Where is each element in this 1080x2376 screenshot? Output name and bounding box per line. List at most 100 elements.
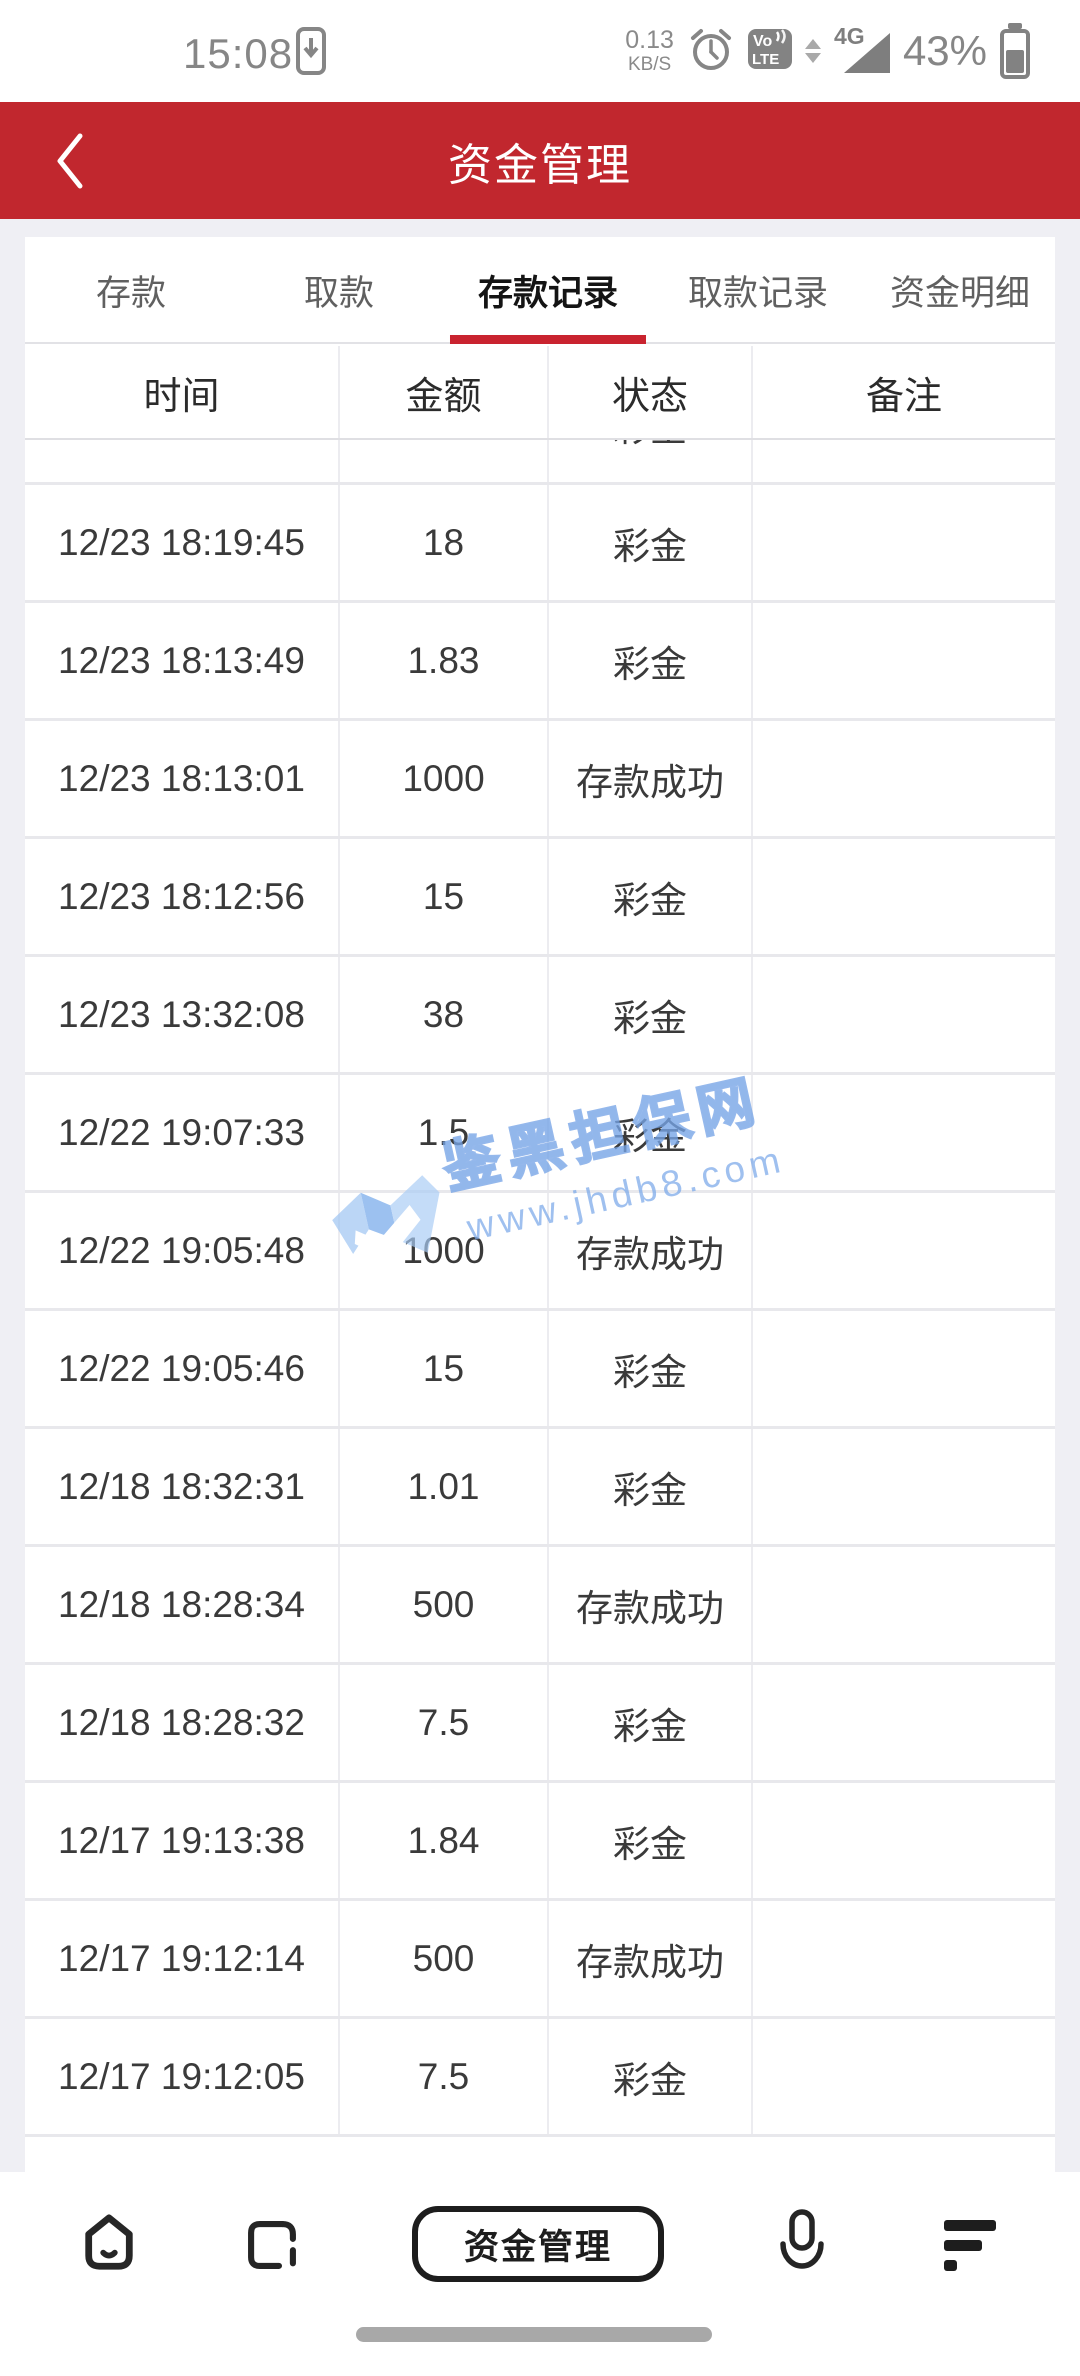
tab-3[interactable]: 取款记录 (660, 237, 856, 344)
chevron-left-icon (57, 133, 83, 189)
cell-status: 存款成功 (549, 1547, 753, 1662)
table-row-1: 12/23 18:19:45 18 彩金 (25, 485, 1055, 603)
table-header: 时间 金额 状态 备注 (25, 346, 1055, 440)
app-bar: 资金管理 (0, 102, 1080, 219)
cell-remark (753, 1783, 1055, 1898)
cell-remark (753, 1547, 1055, 1662)
cell-status: 彩金 (549, 1665, 753, 1780)
cell-remark (753, 1193, 1055, 1308)
battery-icon (1000, 23, 1030, 79)
tab-label: 取款记录 (687, 274, 829, 313)
bottom-nav: 资金管理 (0, 2172, 1080, 2376)
cell-time: 12/22 19:07:33 (25, 1075, 340, 1190)
cell-remark (753, 1311, 1055, 1426)
header-status: 状态 (549, 346, 753, 438)
cell-status: 彩金 (549, 839, 753, 954)
table-row-4: 12/23 18:12:56 15 彩金 (25, 839, 1055, 957)
cell-amount: 1000 (340, 721, 549, 836)
cell-status: 存款成功 (549, 721, 753, 836)
cell-time: 12/18 18:32:31 (25, 1429, 340, 1544)
cell-time: 12/23 18:13:01 (25, 721, 340, 836)
tab-2[interactable]: 存款记录 (450, 237, 646, 344)
cell-remark (753, 721, 1055, 836)
tabs: 存款 取款 存款记录 取款记录 资金明细 (25, 237, 1055, 344)
table-row-8: 12/22 19:05:46 15 彩金 (25, 1311, 1055, 1429)
table-row-10: 12/18 18:28:34 500 存款成功 (25, 1547, 1055, 1665)
table-row-7: 12/22 19:05:48 1000 存款成功 (25, 1193, 1055, 1311)
screenshot-icon (296, 27, 326, 80)
cell-amount: 15 (340, 440, 549, 482)
cell-time: 12/17 19:12:05 (25, 2019, 340, 2134)
cell-remark (753, 957, 1055, 1072)
records-card: 存款 取款 存款记录 取款记录 资金明细 时间 金额 状态 备注 (25, 237, 1055, 2172)
signal-4g-icon: 4G (834, 23, 890, 77)
cell-status: 彩金 (549, 957, 753, 1072)
cell-remark (753, 1075, 1055, 1190)
net-speed-unit: KB/S (627, 54, 672, 75)
tab-label: 存款 (95, 274, 167, 313)
home-icon[interactable] (80, 2212, 138, 2279)
cell-amount: 500 (340, 1901, 549, 2016)
tab-label: 资金明细 (889, 274, 1031, 313)
volte-icon: Vo LTE (747, 27, 792, 76)
cell-time: 12/24 18:01:55 (25, 440, 340, 482)
table-row-2: 12/23 18:13:49 1.83 彩金 (25, 603, 1055, 721)
cell-status: 彩金 (549, 1429, 753, 1544)
cell-amount: 18 (340, 485, 549, 600)
cell-time: 12/23 13:32:08 (25, 957, 340, 1072)
svg-text:Vo: Vo (753, 33, 772, 50)
table-row-3: 12/23 18:13:01 1000 存款成功 (25, 721, 1055, 839)
cell-time: 12/17 19:13:38 (25, 1783, 340, 1898)
cell-remark (753, 603, 1055, 718)
cell-status: 彩金 (549, 2019, 753, 2134)
battery-percent: 43% (902, 27, 987, 74)
cell-remark (753, 485, 1055, 600)
back-button[interactable] (40, 130, 100, 192)
cell-remark (753, 2019, 1055, 2134)
table-row-11: 12/18 18:28:32 7.5 彩金 (25, 1665, 1055, 1783)
cell-amount: 15 (340, 1311, 549, 1426)
cell-status: 彩金 (549, 603, 753, 718)
cell-time: 12/17 19:12:14 (25, 1901, 340, 2016)
cell-remark (753, 1901, 1055, 2016)
mic-icon[interactable] (776, 2208, 828, 2283)
cell-time: 12/23 18:13:49 (25, 603, 340, 718)
status-bar: 15:08 0.13 KB/S Vo (0, 0, 1080, 102)
cell-time: 12/22 19:05:46 (25, 1311, 340, 1426)
cell-amount: 38 (340, 957, 549, 1072)
rows-list: 12/24 18:01:55 15 彩金 12/23 18:19:45 18 彩… (25, 440, 1055, 2137)
home-indicator[interactable] (356, 2327, 712, 2342)
status-icons-cluster: 0.13 KB/S Vo LTE 4G (625, 0, 1030, 102)
funds-management-pill-button[interactable]: 资金管理 (412, 2206, 664, 2282)
table-row-5: 12/23 13:32:08 38 彩金 (25, 957, 1055, 1075)
cell-status: 彩金 (549, 1075, 753, 1190)
cell-amount: 1.01 (340, 1429, 549, 1544)
header-time: 时间 (25, 346, 340, 438)
cell-amount: 1.84 (340, 1783, 549, 1898)
tab-1[interactable]: 取款 (276, 237, 402, 344)
cell-time: 12/18 18:28:34 (25, 1547, 340, 1662)
cell-amount: 7.5 (340, 1665, 549, 1780)
tabs-icon[interactable] (244, 2218, 300, 2277)
updown-arrows-icon (804, 39, 821, 63)
tab-label: 取款 (303, 274, 375, 313)
table-row-0: 12/24 18:01:55 15 彩金 (25, 440, 1055, 485)
cell-remark (753, 440, 1055, 482)
svg-text:LTE: LTE (752, 51, 779, 68)
page-title: 资金管理 (448, 140, 632, 190)
cell-amount: 1000 (340, 1193, 549, 1308)
cell-amount: 7.5 (340, 2019, 549, 2134)
cell-time: 12/23 18:12:56 (25, 839, 340, 954)
tab-0[interactable]: 存款 (68, 237, 194, 344)
cell-amount: 15 (340, 839, 549, 954)
cell-time: 12/18 18:28:32 (25, 1665, 340, 1780)
cell-status: 彩金 (549, 440, 753, 482)
cell-status: 彩金 (549, 485, 753, 600)
cell-remark (753, 1429, 1055, 1544)
tab-4[interactable]: 资金明细 (862, 237, 1055, 344)
cell-status: 彩金 (549, 1311, 753, 1426)
table-body-scroll[interactable]: 12/24 18:01:55 15 彩金 12/23 18:19:45 18 彩… (25, 440, 1055, 2172)
network-speed: 0.13 KB/S (625, 28, 674, 75)
cell-amount: 1.5 (340, 1075, 549, 1190)
menu-bars-icon[interactable] (942, 2216, 998, 2279)
